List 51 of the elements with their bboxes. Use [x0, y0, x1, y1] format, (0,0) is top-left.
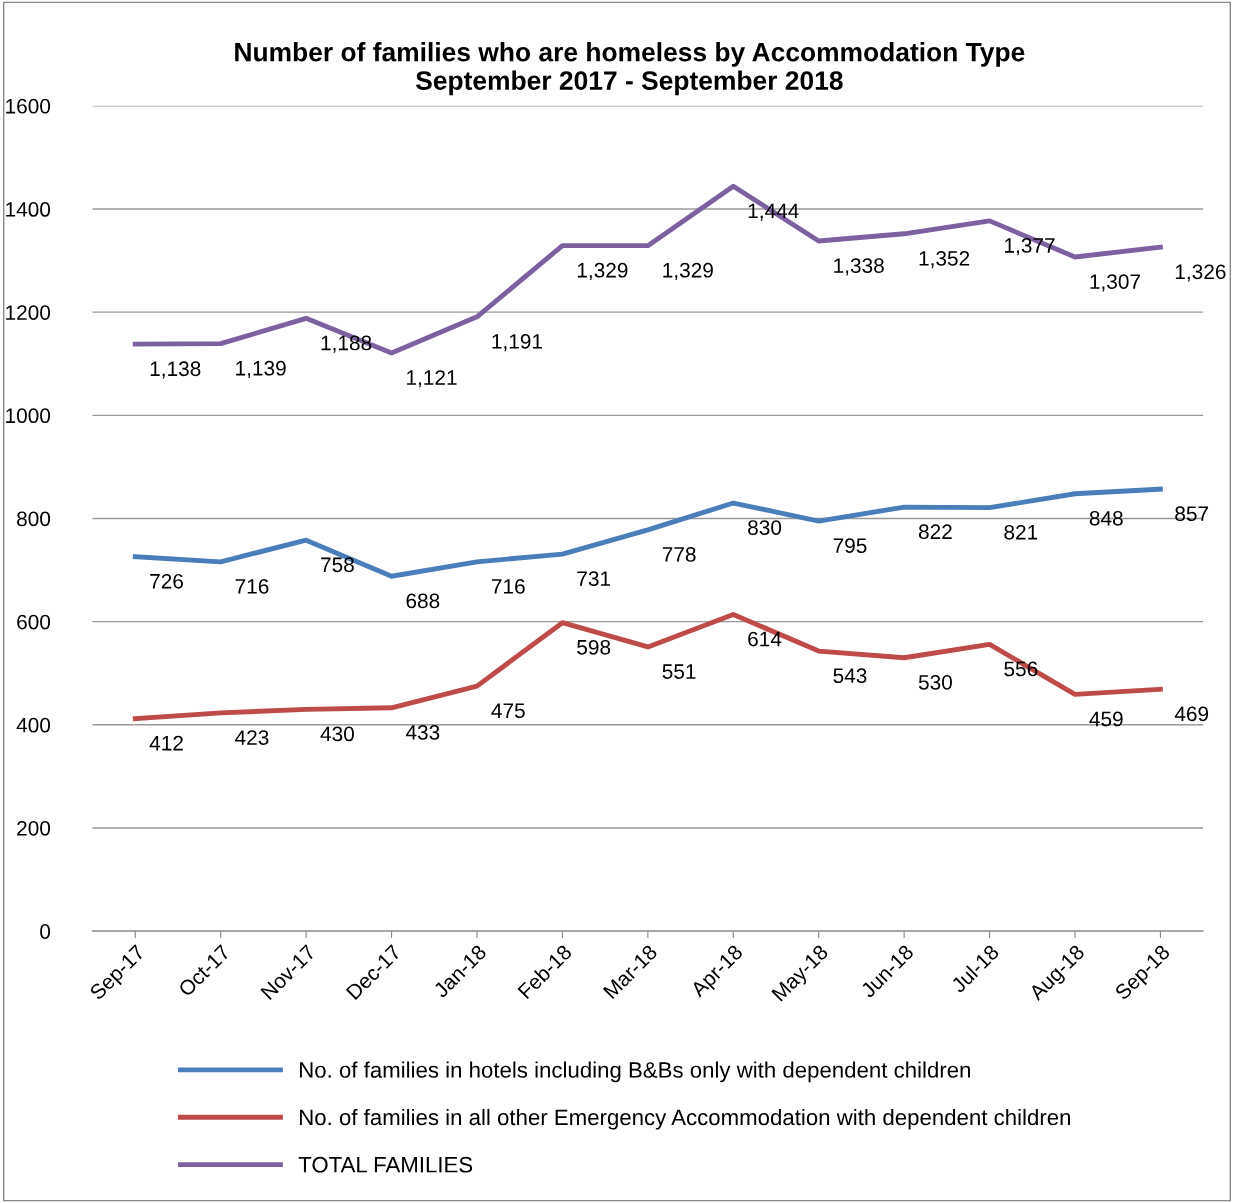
line-series: [132, 183, 1163, 356]
data-label: 1,307: [1090, 274, 1140, 292]
data-label: 430: [320, 726, 354, 742]
data-label: 412: [149, 735, 183, 751]
legend-label: No. of families in hotels including B&Bs only with dependent children: [300, 1061, 970, 1083]
y-tick-label: 0: [40, 924, 51, 939]
y-tick-label: 1400: [6, 202, 51, 217]
data-label: 822: [918, 524, 952, 540]
data-label: 1,121: [407, 370, 457, 388]
y-tick-label: 1200: [6, 305, 51, 320]
y-tick-label: 600: [17, 614, 51, 630]
data-label: 848: [1089, 510, 1123, 526]
data-label: 731: [577, 571, 611, 587]
data-label: 778: [662, 547, 696, 562]
data-label: 830: [748, 520, 782, 535]
data-label: 1,326: [1175, 264, 1226, 282]
chart-title: Number of families who are homeless by Accommodation Type September 2017 - September 2018: [235, 42, 1025, 96]
data-label: 543: [833, 668, 867, 684]
data-label: 469: [1174, 706, 1209, 722]
data-label: 530: [918, 674, 952, 690]
data-label: 716: [491, 579, 525, 594]
data-label: 795: [833, 538, 867, 554]
data-label: 423: [235, 730, 269, 745]
data-label: 1,352: [919, 251, 970, 269]
y-tick-label: 1000: [6, 408, 51, 424]
data-label: 1,188: [321, 335, 372, 353]
data-label: 1,329: [663, 262, 713, 281]
y-tick-label: 400: [16, 717, 51, 733]
data-label: 758: [321, 557, 354, 573]
data-label: 1,138: [150, 361, 201, 379]
y-tick-label: 800: [17, 511, 51, 527]
data-label: 459: [1089, 711, 1123, 727]
data-label: 688: [406, 593, 440, 609]
data-label: 1,377: [1005, 238, 1055, 256]
data-label: 551: [662, 664, 696, 679]
data-label: 821: [1004, 524, 1038, 540]
data-label: 857: [1175, 506, 1209, 522]
data-label: 1,329: [577, 262, 628, 281]
data-label: 1,338: [834, 258, 884, 276]
y-tick-label: 200: [17, 820, 51, 836]
legend-label: TOTAL FAMILIES: [298, 1156, 473, 1173]
data-label: 598: [577, 639, 611, 655]
data-label: 475: [491, 703, 525, 719]
data-label: 1,191: [492, 334, 542, 352]
y-tick-label: 1600: [6, 98, 51, 114]
data-label: 726: [150, 573, 183, 589]
legend-label: No. of families in all other Emergency Accommodation with dependent children: [300, 1108, 1070, 1130]
data-label: 433: [405, 725, 440, 740]
data-label: 614: [748, 631, 782, 647]
data-label: 716: [235, 579, 269, 594]
data-label: 1,139: [236, 360, 286, 379]
